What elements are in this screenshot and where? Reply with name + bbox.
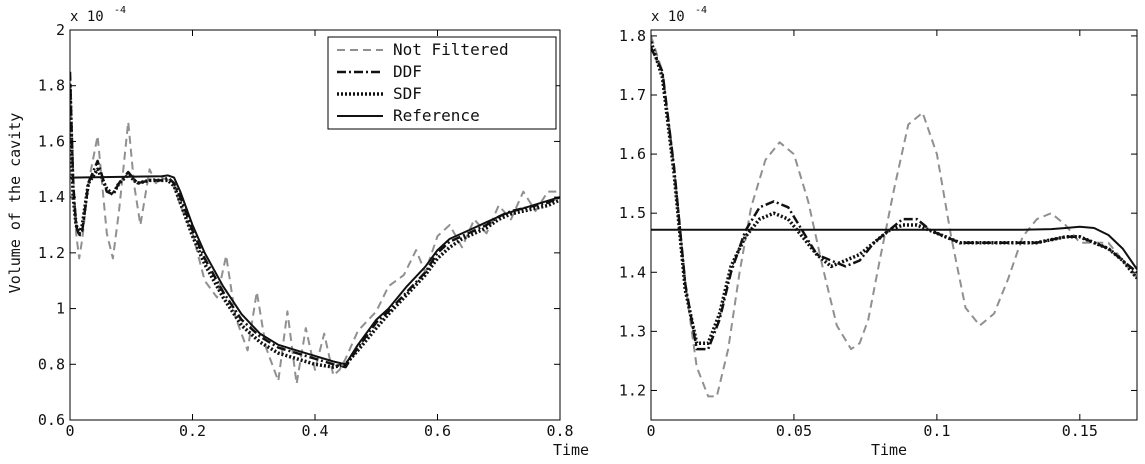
right-x-axis-label: Time bbox=[871, 441, 907, 459]
left-x-tick-label: 0.2 bbox=[179, 422, 206, 440]
right-scale-exponent: -4 bbox=[695, 5, 707, 16]
right-y-tick-label: 1.7 bbox=[619, 86, 646, 104]
left-y-tick-label: 1 bbox=[56, 300, 65, 318]
legend-label-not-filtered: Not Filtered bbox=[393, 40, 509, 59]
left-y-tick-label: 1.8 bbox=[38, 77, 65, 95]
right-series-group bbox=[651, 35, 1137, 398]
left-y-tick-label: 1.4 bbox=[38, 188, 65, 206]
legend-label-ddf: DDF bbox=[393, 62, 422, 81]
left-y-tick-label: 0.6 bbox=[38, 411, 65, 429]
left-series-sdf-line bbox=[70, 85, 560, 369]
left-x-tick-label: 0 bbox=[65, 422, 74, 440]
left-chart-panel: 0 0.2 0.4 0.6 0.8 0.6 0.8 1 1.2 1.4 1.6 1.8 2 x 10 -… bbox=[6, 5, 589, 459]
right-x-tick-label: 0.05 bbox=[776, 422, 812, 440]
right-scale-label: x 10 bbox=[651, 9, 685, 25]
left-x-tick-label: 0.4 bbox=[301, 422, 328, 440]
left-y-tick-label: 2 bbox=[56, 21, 65, 39]
right-y-tick-label: 1.4 bbox=[619, 263, 646, 281]
right-axes-frame bbox=[650, 29, 1138, 421]
left-scale-exponent: -4 bbox=[114, 5, 126, 16]
right-series-dashdot-line bbox=[651, 47, 1137, 351]
left-series-group bbox=[70, 71, 560, 385]
right-series-solid-line bbox=[651, 225, 1137, 270]
left-x-axis-label: Time bbox=[553, 441, 589, 459]
left-x-tick-label: 0.8 bbox=[546, 422, 573, 440]
left-y-tick-label: 1.2 bbox=[38, 244, 65, 262]
right-y-tick-label: 1.8 bbox=[619, 27, 646, 45]
right-y-tick-label: 1.3 bbox=[619, 322, 646, 340]
left-series-not-filtered-line bbox=[70, 85, 560, 385]
right-x-tick-label: 0.15 bbox=[1062, 422, 1098, 440]
right-series-dashed-line bbox=[651, 35, 1137, 398]
left-series-reference-line bbox=[70, 174, 560, 366]
right-chart-panel: 0 0.05 0.1 0.15 1.2 1.3 1.4 1.5 1.6 1.7 1.8 x 10 -… bbox=[619, 5, 1138, 459]
right-x-tick-label: 0 bbox=[646, 422, 655, 440]
left-plot-area: 0 0.2 0.4 0.6 0.8 0.6 0.8 1 1.2 1.4 1.6 1.8 2 bbox=[38, 21, 574, 440]
right-y-tick-label: 1.2 bbox=[619, 381, 646, 399]
legend-label-sdf: SDF bbox=[393, 84, 422, 103]
left-x-tick-label: 0.6 bbox=[424, 422, 451, 440]
legend-box bbox=[327, 36, 557, 130]
right-series-dotted-line bbox=[651, 41, 1137, 345]
left-y-tick-label: 1.6 bbox=[38, 132, 65, 150]
right-y-tick-label: 1.5 bbox=[619, 204, 646, 222]
left-y-tick-label: 0.8 bbox=[38, 355, 65, 373]
left-scale-label: x 10 bbox=[70, 9, 104, 25]
left-series-ddf-line bbox=[70, 71, 560, 369]
right-x-tick-label: 0.1 bbox=[923, 422, 950, 440]
legend-label-reference: Reference bbox=[393, 106, 480, 125]
right-plot-area: 0 0.05 0.1 0.15 1.2 1.3 1.4 1.5 1.6 1.7 1.8 bbox=[619, 27, 1138, 440]
right-y-tick-label: 1.6 bbox=[619, 145, 646, 163]
left-y-axis-label: Volume of the cavity bbox=[6, 113, 24, 294]
left-legend: Not Filtered DDF SDF Reference bbox=[327, 36, 557, 130]
